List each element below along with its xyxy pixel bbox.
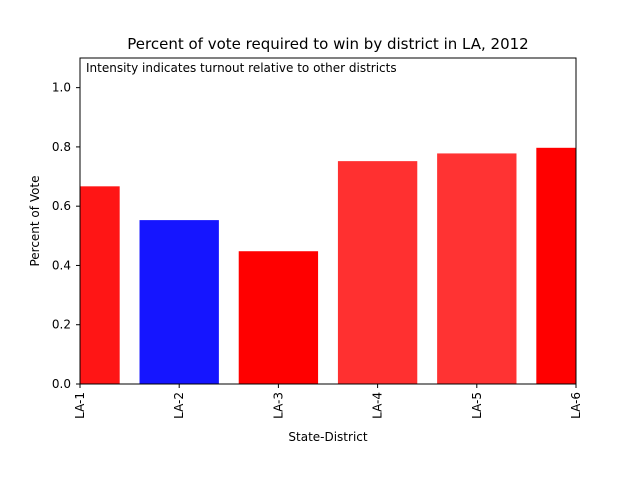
x-tick-label: LA-4 <box>371 392 385 419</box>
plot-frame <box>79 57 577 385</box>
bar-la-5 <box>437 153 517 384</box>
y-tick-label: 0.8 <box>52 140 71 154</box>
bar-la-6 <box>536 147 576 384</box>
bar-la-4 <box>337 161 418 384</box>
y-axis-label: Percent of Vote <box>28 175 42 266</box>
bar-la-1 <box>80 186 120 384</box>
bar-la-2 <box>139 220 219 384</box>
x-tick-label: LA-5 <box>470 392 484 419</box>
x-axis-label: State-District <box>288 430 367 444</box>
y-tick-label: 1.0 <box>52 81 71 95</box>
chart-annotation: Intensity indicates turnout relative to … <box>86 61 397 75</box>
bar-la-3 <box>238 251 319 384</box>
y-axis: 0.0 0.2 0.4 0.6 0.8 1.0 <box>52 81 80 391</box>
x-tick-label: LA-1 <box>73 392 87 419</box>
x-tick-label: LA-2 <box>172 392 186 419</box>
y-tick-label: 0.0 <box>52 377 71 391</box>
chart-title: Percent of vote required to win by distr… <box>127 35 528 53</box>
y-tick-label: 0.6 <box>52 199 71 213</box>
y-tick-label: 0.4 <box>52 258 71 272</box>
x-tick-label: LA-3 <box>271 392 285 419</box>
bars-group <box>80 147 576 384</box>
x-tick-label: LA-6 <box>569 392 583 419</box>
y-tick-label: 0.2 <box>52 318 71 332</box>
x-axis: LA-1 LA-2 LA-3 LA-4 LA-5 LA-6 <box>73 384 583 419</box>
